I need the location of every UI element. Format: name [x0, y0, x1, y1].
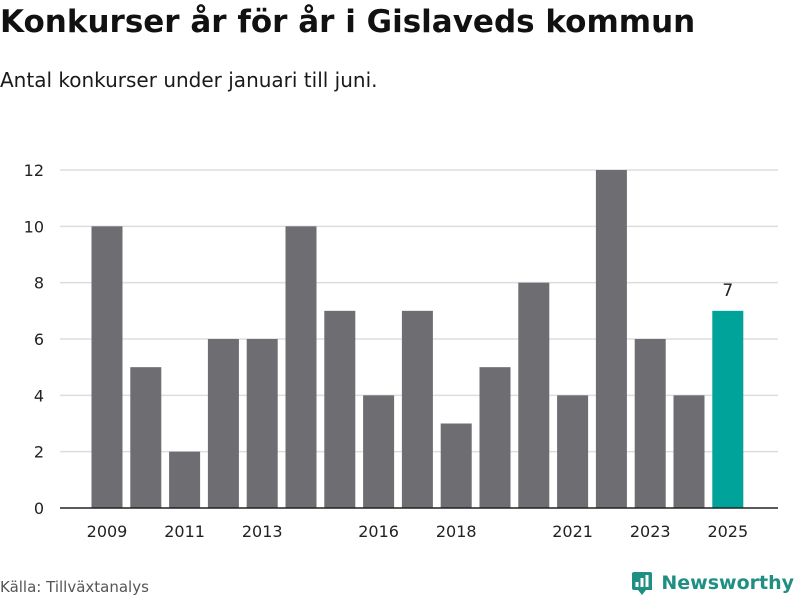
- x-tick-label: 2016: [358, 522, 399, 541]
- bar-highlight: [712, 310, 744, 508]
- x-tick-label: 2021: [552, 522, 593, 541]
- x-tick-label: 2011: [164, 522, 205, 541]
- chart-subtitle: Antal konkurser under januari till juni.: [0, 68, 378, 92]
- y-tick-label: 2: [34, 443, 44, 462]
- bar: [363, 395, 395, 508]
- y-tick-label: 10: [24, 217, 44, 236]
- bar: [673, 395, 705, 508]
- bar: [130, 367, 162, 508]
- x-tick-label: 2018: [436, 522, 477, 541]
- bars: [91, 170, 744, 509]
- y-tick-label: 12: [24, 161, 44, 180]
- bar: [285, 226, 317, 509]
- bar: [479, 367, 511, 508]
- bar: [518, 282, 550, 508]
- x-tick-label: 2023: [630, 522, 671, 541]
- brand-logo: Newsworthy: [629, 570, 794, 596]
- data-labels: 7: [722, 281, 733, 301]
- bar: [91, 226, 123, 509]
- newsworthy-logo-icon: [632, 572, 653, 595]
- bar: [595, 170, 627, 508]
- bar: [557, 395, 589, 508]
- x-axis-tick-labels: 2009 2011 2013 2016 2018 2021 2023 2025: [87, 522, 749, 541]
- y-tick-label: 4: [34, 386, 44, 405]
- x-tick-label: 2013: [242, 522, 283, 541]
- bar: [440, 423, 472, 508]
- y-axis-tick-labels: 0 2 4 6 8 10 12: [24, 161, 44, 518]
- brand-name: Newsworthy: [661, 572, 794, 594]
- source-note: Källa: Tillväxtanalys: [0, 578, 149, 596]
- bar: [246, 339, 278, 508]
- bar: [634, 339, 666, 508]
- chart-title: Konkurser år för år i Gislaveds kommun: [0, 4, 696, 40]
- x-tick-label: 2025: [707, 522, 748, 541]
- data-label: 7: [722, 281, 733, 301]
- bar: [401, 310, 433, 508]
- x-tick-label: 2009: [87, 522, 128, 541]
- bar: [169, 451, 201, 508]
- y-tick-label: 0: [34, 499, 44, 518]
- bar: [207, 339, 239, 508]
- y-tick-label: 6: [34, 330, 44, 349]
- y-tick-label: 8: [34, 274, 44, 293]
- bar: [324, 310, 356, 508]
